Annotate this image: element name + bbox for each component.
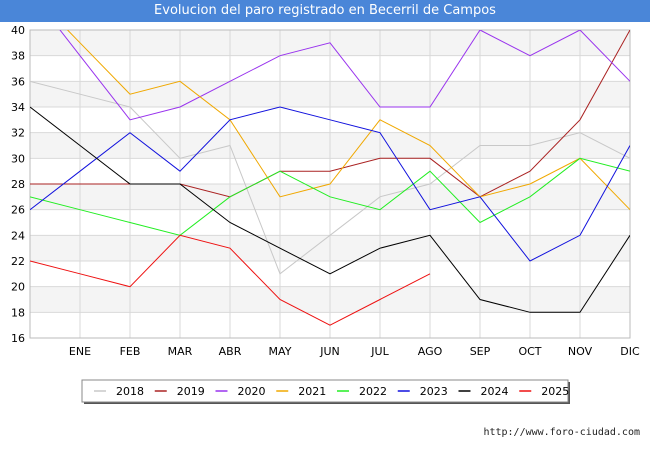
y-tick-label: 34 xyxy=(11,101,25,114)
x-tick-label: MAY xyxy=(269,345,292,358)
y-tick-label: 26 xyxy=(11,204,25,217)
x-tick-label: JUL xyxy=(370,345,389,358)
legend-label-2025: 2025 xyxy=(541,385,569,398)
legend-label-2019: 2019 xyxy=(177,385,205,398)
chart-title: Evolucion del paro registrado en Becerri… xyxy=(0,0,650,22)
x-tick-label: MAR xyxy=(168,345,193,358)
series-line-2024 xyxy=(30,106,630,313)
source-url: http://www.foro-ciudad.com xyxy=(483,427,640,438)
x-tick-label: SEP xyxy=(470,345,491,358)
y-tick-label: 38 xyxy=(11,50,25,63)
series-line-2021 xyxy=(66,30,630,211)
series-line-2020 xyxy=(59,30,630,121)
x-tick-label: FEB xyxy=(120,345,141,358)
x-tick-label: NOV xyxy=(568,345,593,358)
y-tick-label: 32 xyxy=(11,127,25,140)
legend-label-2018: 2018 xyxy=(116,385,144,398)
x-tick-label: ENE xyxy=(69,345,91,358)
y-tick-label: 40 xyxy=(11,24,25,37)
x-tick-label: DIC xyxy=(620,345,640,358)
y-tick-label: 36 xyxy=(11,75,25,88)
series-line-2022 xyxy=(30,157,630,236)
legend-box xyxy=(81,379,569,403)
y-tick-label: 30 xyxy=(11,152,25,165)
legend-label-2022: 2022 xyxy=(359,385,387,398)
legend-label-2024: 2024 xyxy=(481,385,509,398)
x-tick-label: OCT xyxy=(518,345,541,358)
series-line-2023 xyxy=(30,106,630,262)
y-tick-label: 22 xyxy=(11,255,25,268)
x-tick-label: AGO xyxy=(418,345,443,358)
x-tick-label: JUN xyxy=(319,345,340,358)
legend-label-2020: 2020 xyxy=(238,385,266,398)
series-line-2025 xyxy=(30,234,431,326)
y-tick-label: 24 xyxy=(11,229,25,242)
y-tick-label: 20 xyxy=(11,281,25,294)
y-tick-label: 28 xyxy=(11,178,25,191)
y-tick-label: 16 xyxy=(11,332,25,345)
series-line-2018 xyxy=(30,80,630,275)
x-tick-label: ABR xyxy=(219,345,242,358)
legend-label-2021: 2021 xyxy=(298,385,326,398)
legend-label-2023: 2023 xyxy=(420,385,448,398)
y-tick-label: 18 xyxy=(11,306,25,319)
